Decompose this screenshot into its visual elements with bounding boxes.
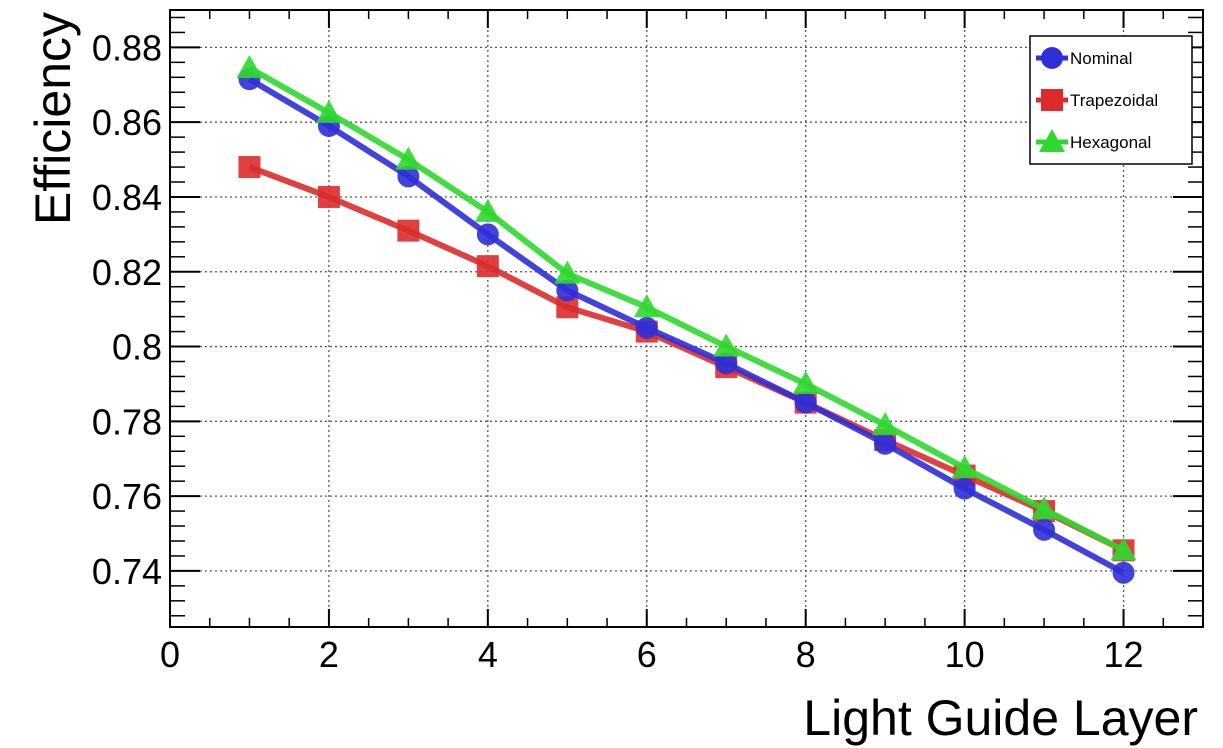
x-tick-label: 8: [796, 634, 816, 675]
data-point-nominal: [794, 391, 817, 414]
y-tick-label: 0.76: [92, 476, 162, 517]
data-point-nominal: [1033, 518, 1056, 541]
x-tick-label: 2: [319, 634, 339, 675]
data-point-nominal: [635, 316, 658, 339]
data-point-nominal: [476, 223, 499, 246]
y-tick-label: 0.86: [92, 102, 162, 143]
data-point-hexagonal: [1031, 496, 1058, 520]
series-hexagonal: [236, 54, 1137, 561]
series-line-nominal: [247, 76, 1125, 576]
data-point-trapezoidal: [317, 185, 340, 208]
x-tick-label: 0: [160, 634, 180, 675]
legend-marker: [1039, 129, 1065, 152]
y-tick-label: 0.84: [92, 177, 162, 218]
data-point-hexagonal: [872, 412, 899, 436]
data-point-hexagonal: [236, 54, 263, 78]
x-tick-label: 4: [478, 634, 498, 675]
x-axis-title: Light Guide Layer: [803, 690, 1198, 746]
data-point-trapezoidal: [238, 156, 261, 179]
series-line-trapezoidal: [248, 164, 1125, 554]
series-nominal: [238, 68, 1135, 584]
data-point-nominal: [874, 432, 897, 455]
data-point-nominal: [1112, 561, 1135, 584]
y-tick-label: 0.88: [92, 27, 162, 68]
legend-marker: [1041, 89, 1063, 111]
data-point-hexagonal: [713, 333, 740, 357]
axis-tick-labels: 0 2 4 6 8 10 12 0.74 0.76 0.78 0.8 0.82 0.84 0.86 0.88: [92, 27, 1144, 675]
data-point-trapezoidal: [397, 219, 420, 242]
legend: Nominal Trapezoidal Hexagonal: [1029, 35, 1193, 165]
legend-entry-nominal: Nominal: [1036, 47, 1132, 69]
data-point-nominal: [397, 165, 420, 188]
x-tick-label: 6: [637, 634, 657, 675]
y-tick-label: 0.82: [92, 252, 162, 293]
y-tick-label: 0.8: [112, 327, 162, 368]
legend-entry-trapezoidal: Trapezoidal: [1036, 89, 1158, 111]
data-series: [236, 54, 1137, 584]
legend-label: Trapezoidal: [1070, 91, 1158, 110]
data-point-hexagonal: [395, 146, 422, 170]
data-point-hexagonal: [951, 455, 978, 479]
data-point-nominal: [556, 279, 579, 302]
data-point-hexagonal: [315, 99, 342, 123]
y-tick-label: 0.74: [92, 551, 162, 592]
legend-entry-hexagonal: Hexagonal: [1036, 129, 1151, 152]
data-point-hexagonal: [554, 260, 581, 284]
data-point-hexagonal: [633, 294, 660, 318]
series-line-hexagonal: [247, 65, 1125, 554]
x-tick-label: 12: [1104, 634, 1144, 675]
series-trapezoidal: [238, 156, 1135, 562]
data-point-hexagonal: [792, 370, 819, 394]
data-point-nominal: [715, 352, 738, 375]
y-tick-label: 0.78: [92, 401, 162, 442]
data-point-trapezoidal: [476, 255, 499, 278]
data-point-nominal: [953, 477, 976, 500]
legend-label: Nominal: [1070, 49, 1132, 68]
x-tick-label: 10: [945, 634, 985, 675]
data-point-trapezoidal: [556, 296, 579, 319]
data-point-hexagonal: [1110, 537, 1137, 561]
legend-label: Hexagonal: [1070, 133, 1151, 152]
y-axis-title: Efficiency: [25, 12, 81, 225]
data-point-hexagonal: [474, 198, 501, 222]
legend-marker: [1041, 47, 1063, 69]
